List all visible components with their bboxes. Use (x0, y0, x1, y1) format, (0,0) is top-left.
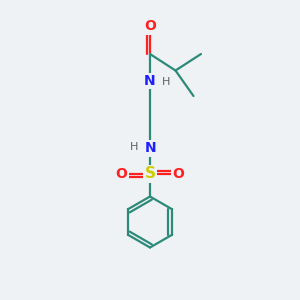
Text: H: H (161, 77, 170, 87)
Text: O: O (116, 167, 128, 181)
Text: O: O (144, 20, 156, 33)
Text: H: H (130, 142, 139, 152)
Text: O: O (172, 167, 184, 181)
Text: N: N (144, 74, 155, 88)
Text: N: N (145, 142, 156, 155)
Text: S: S (145, 167, 155, 182)
